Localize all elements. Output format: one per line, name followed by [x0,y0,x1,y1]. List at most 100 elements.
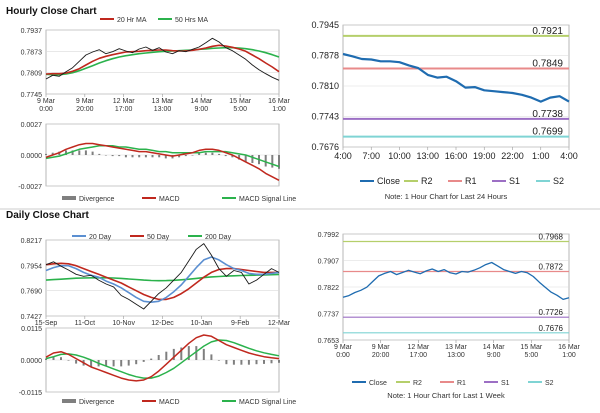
hourly-macd-divergence-bar [51,152,54,155]
weekly-1h-note: Note: 1 Hour Chart for Last 1 Week [387,391,505,400]
daily-price-series-200-day [45,273,280,282]
hourly-macd-divergence-bar [144,155,147,158]
hourly-macd-divergence-bar [244,155,247,162]
daily-price-series-close [45,243,280,310]
weekly-1h-x-tick-label: 9 Mar [372,344,391,351]
daily-macd-divergence-bar [45,358,47,360]
daily-macd-divergence-bar [67,360,70,361]
hourly-macd-divergence-bar [98,153,101,155]
hourly-macd-divergence-bar [191,155,194,156]
weekly-1h-x-tick-label: 9:00 [487,352,501,359]
hourly-24h-x-tick-label: 4:00 [560,151,578,161]
daily-price-y-tick-label: 0.7427 [21,314,43,321]
weekly-1h-x-tick-label: 0:00 [336,352,350,359]
weekly-1h-x-tick-label: 13 Mar [445,344,467,351]
hourly-price-legend-label-20-hr-ma: 20 Hr MA [117,17,147,24]
weekly-1h-x-tick-label: 9 Mar [334,344,353,351]
daily-macd-divergence-bar [142,360,145,362]
hourly-macd-divergence-bar [151,155,154,158]
hourly-24h-y-tick-label: 0.7878 [311,51,339,61]
daily-macd-divergence-bar [187,346,190,360]
weekly-1h-series-close [342,261,570,301]
daily-macd-divergence-bar [232,360,235,365]
hourly-macd-legend-label-macd-signal-line: MACD Signal Line [239,196,296,203]
daily-macd-divergence-bar [263,360,265,364]
hourly-macd-divergence-bar [138,155,141,158]
daily-price-legend-label-50-day: 50 Day [147,234,170,241]
daily-macd-series-macd [45,334,280,382]
hourly-macd-divergence-bar [71,150,74,155]
hourly-macd-divergence-bar [224,155,227,157]
daily-macd-divergence-bar [75,360,78,364]
daily-price-legend-label-200-day: 200 Day [205,234,232,241]
hourly-24h-x-tick-label: 7:00 [362,151,380,161]
daily-macd-divergence-bar [172,348,175,360]
hourly-24h-legend-label-r2: R2 [421,176,433,186]
daily-price-legend-label-20-day: 20 Day [89,234,112,241]
weekly-1h-y-tick-label: 0.7653 [318,338,340,345]
hourly-price-series-close [45,37,280,81]
hourly-price-x-tick-label: 9 Mar [76,98,95,105]
weekly-1h-level-label-s1: 0.7726 [539,308,564,317]
hourly-24h-legend-label-s1: S1 [509,176,520,186]
daily-macd-divergence-bar [90,360,93,367]
daily-macd-legend-label-macd-signal-line: MACD Signal Line [239,399,296,406]
hourly-macd-divergence-bar [264,155,267,167]
hourly-price-x-tick-label: 1:00 [272,106,286,113]
daily-macd-divergence-bar [247,360,250,365]
hourly-price-x-tick-label: 12 Mar [113,98,135,105]
weekly-1h-x-tick-label: 16 Mar [558,344,580,351]
hourly-macd-y-tick-label: 0.0027 [21,122,43,129]
daily-price-x-tick-label: 9-Feb [231,320,249,327]
weekly-1h-legend-label-s1: S1 [501,380,510,387]
hourly-price-legend-label-50-hrs-ma: 50 Hrs MA [175,17,208,24]
hourly-macd-divergence-bar [218,153,221,155]
hourly-24h-legend-label-s2: S2 [553,176,564,186]
daily-macd-divergence-bar [112,360,115,367]
hourly-macd-divergence-bar [104,155,107,156]
daily-macd-divergence-bar [150,358,153,360]
daily-macd-divergence-bar [52,356,55,360]
weekly-1h-level-label-s2: 0.7676 [539,324,564,333]
hourly-macd-divergence-bar [198,152,201,155]
hourly-macd-divergence-bar [184,155,187,157]
daily-price-x-tick-label: 12-Dec [151,320,174,327]
hourly-macd-y-tick-label: -0.0027 [18,184,42,191]
daily-macd-divergence-bar [135,360,138,365]
daily-macd-y-tick-label: 0.0000 [21,358,43,365]
hourly-macd-divergence-bar [65,150,67,155]
weekly-1h-y-tick-label: 0.7737 [318,312,340,319]
daily-macd-divergence-bar [217,360,220,361]
hourly-macd-divergence-bar [78,150,81,155]
hourly-macd-divergence-bar [84,150,87,155]
daily-price-x-tick-label: 11-Oct [75,320,96,327]
daily-price-x-tick-label: 12-Mar [268,320,291,327]
hourly-macd-series-macd [45,142,280,181]
hourly-24h-x-tick-label: 19:00 [473,151,496,161]
hourly-24h-x-tick-label: 4:00 [334,151,352,161]
daily-macd-divergence-bar [60,357,62,360]
weekly-1h-x-tick-label: 13:00 [447,352,465,359]
hourly-price-x-tick-label: 14 Mar [190,98,212,105]
hourly-section-title: Hourly Close Chart [6,6,97,17]
hourly-price-x-tick-label: 13:00 [154,106,172,113]
hourly-price-x-tick-label: 15 Mar [229,98,251,105]
hourly-24h-y-tick-label: 0.7743 [311,112,339,122]
daily-macd-series-macd-signal-line [45,339,280,379]
weekly-1h-x-tick-label: 5:00 [525,352,539,359]
daily-macd-divergence-bar [278,360,280,363]
hourly-macd-divergence-bar [45,153,47,155]
weekly-1h-legend-label-r2: R2 [413,380,422,387]
daily-macd-divergence-bar [210,354,213,360]
hourly-macd-y-tick-label: 0.0000 [21,153,43,160]
weekly-1h-x-tick-label: 12 Mar [407,344,429,351]
daily-macd-divergence-bar [165,351,168,360]
hourly-24h-x-tick-label: 13:00 [416,151,439,161]
weekly-1h-x-tick-label: 15 Mar [520,344,542,351]
daily-price-y-tick-label: 0.7954 [21,263,43,270]
weekly-1h-legend-label-close: Close [369,380,387,387]
weekly-1h-y-tick-label: 0.7992 [318,232,340,239]
weekly-1h-y-tick-label: 0.7907 [318,259,340,266]
